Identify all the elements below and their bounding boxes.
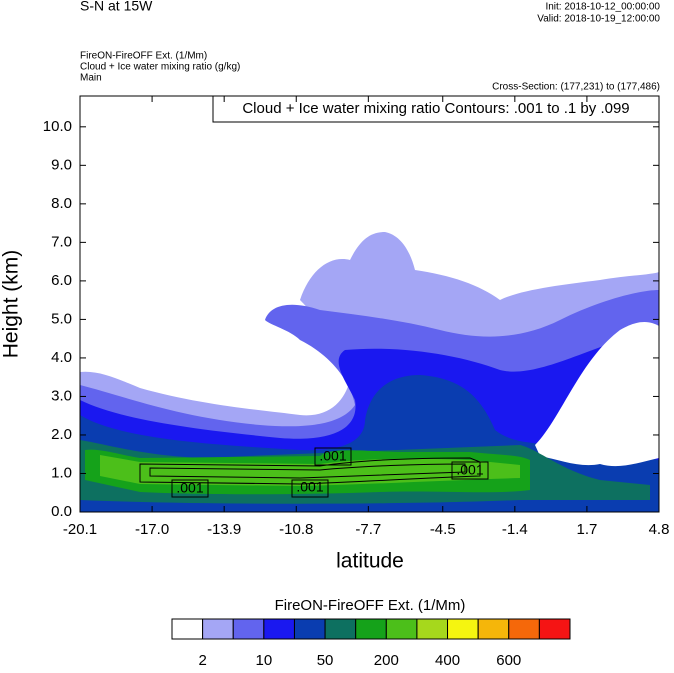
colorbar-box <box>324 618 357 640</box>
contour-label: .001 <box>176 480 203 496</box>
colorbar-box <box>538 618 571 640</box>
contour-label: .001 <box>296 479 323 495</box>
field-area <box>100 455 520 486</box>
colorbar-box <box>355 618 387 640</box>
x-tick-label: -13.9 <box>207 521 241 538</box>
label-box <box>171 479 209 498</box>
subtitle: Main <box>80 73 102 84</box>
y-tick-label: 8.0 <box>51 195 72 212</box>
y-tick-label: 6.0 <box>51 272 72 289</box>
colorbar-box <box>232 618 265 640</box>
colorbar-label: 10 <box>256 652 273 668</box>
y-tick-label: 7.0 <box>51 233 72 250</box>
colorbar-box <box>477 618 510 640</box>
colorbar-label: 200 <box>374 652 399 668</box>
colorbar-box <box>508 618 540 640</box>
x-tick-label: -4.5 <box>430 521 456 538</box>
chart-title: S-N at 15W <box>80 0 153 14</box>
x-tick-label: 1.7 <box>576 521 597 538</box>
x-axis-title: latitude <box>336 550 404 573</box>
label-box <box>314 447 352 466</box>
valid-time: Valid: 2018-10-19_12:00:00 <box>537 14 660 25</box>
colorbar-box <box>293 618 326 640</box>
contour-line <box>149 463 466 479</box>
x-tick-label: -10.8 <box>279 521 313 538</box>
colorbar-label: 50 <box>317 652 334 668</box>
y-tick-label: 3.0 <box>51 387 72 404</box>
field-area <box>535 322 659 467</box>
x-tick-label: 4.8 <box>649 521 670 538</box>
label-box <box>451 461 489 480</box>
y-tick-label: 4.0 <box>51 349 72 366</box>
y-tick-label: 5.0 <box>51 310 72 327</box>
cross-section: Cross-Section: (177,231) to (177,486) <box>492 82 660 93</box>
x-tick-label: -7.7 <box>355 521 381 538</box>
y-tick-label: 0.0 <box>51 503 72 520</box>
x-tick-label: -1.4 <box>502 521 528 538</box>
contour-info: Cloud + Ice water mixing ratio Contours:… <box>242 100 629 117</box>
colorbar-label: 600 <box>496 652 521 668</box>
colorbar-box <box>263 618 295 640</box>
init-time: Init: 2018-10-12_00:00:00 <box>545 2 660 13</box>
contour-name: Cloud + Ice water mixing ratio (g/kg) <box>80 62 240 73</box>
x-tick-label: -20.1 <box>63 521 97 538</box>
colorbar-label: 2 <box>198 652 206 668</box>
contour-line <box>139 457 481 485</box>
colorbar-box <box>385 618 418 640</box>
colorbar-box <box>171 618 204 640</box>
contour-labels: .001 .001 .001 .001 <box>171 447 489 498</box>
y-axis-title: Height (km) <box>0 250 23 359</box>
y-tick-label: 9.0 <box>51 156 72 173</box>
label-box <box>291 479 329 498</box>
field-name: FireON-FireOFF Ext. (1/Mm) <box>80 51 207 62</box>
y-tick-label: 10.0 <box>43 118 72 135</box>
info-box <box>212 95 660 123</box>
colorbar-box <box>447 618 479 640</box>
colorbar-label: 400 <box>435 652 460 668</box>
contour-label: .001 <box>456 462 483 478</box>
colorbar-box <box>416 618 449 640</box>
colorbar-title: FireON-FireOFF Ext. (1/Mm) <box>275 597 466 614</box>
y-tick-label: 2.0 <box>51 426 72 443</box>
colorbar-box <box>202 618 234 640</box>
y-tick-label: 1.0 <box>51 464 72 481</box>
x-tick-label: -17.0 <box>135 521 169 538</box>
contour-label: .001 <box>319 448 346 464</box>
field <box>80 232 659 512</box>
